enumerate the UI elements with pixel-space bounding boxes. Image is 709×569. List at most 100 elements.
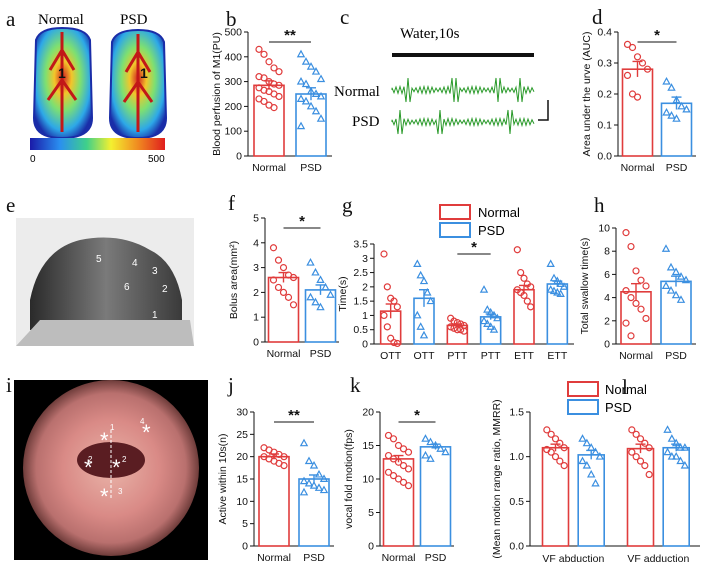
data-point-h-normal bbox=[637, 276, 645, 284]
data-point-k-normal bbox=[384, 468, 393, 476]
bar-k-psd bbox=[419, 446, 452, 547]
data-point-k-psd bbox=[421, 450, 430, 459]
data-point-l-psd bbox=[578, 456, 587, 465]
legend-normal-label: Normal bbox=[478, 205, 520, 220]
y-tick-label-j: 20 bbox=[236, 451, 248, 463]
data-point-d-psd bbox=[667, 111, 676, 119]
data-point-j-psd bbox=[319, 485, 329, 494]
bar-l-normal bbox=[626, 447, 655, 547]
data-point-d-psd bbox=[677, 101, 686, 110]
data-point-b-normal bbox=[275, 92, 283, 101]
data-point-k-normal bbox=[394, 475, 403, 483]
data-point-l-normal bbox=[560, 462, 568, 470]
data-point-d-normal bbox=[633, 93, 642, 101]
emg-trace-psd bbox=[391, 109, 535, 135]
y-tick-label-h: 8 bbox=[604, 246, 610, 258]
data-point-g-psd bbox=[546, 285, 555, 293]
x-tick-label-h: PSD bbox=[665, 350, 687, 362]
data-point-g-normal bbox=[383, 283, 391, 291]
y-tick-label-g: 1 bbox=[362, 310, 368, 322]
y-tick-label-g: 2.5 bbox=[353, 267, 368, 279]
data-point-f-psd bbox=[316, 302, 325, 311]
xray-marker-1: 1 bbox=[152, 310, 158, 321]
data-point-k-normal bbox=[399, 445, 408, 453]
y-tick-label-k: 0 bbox=[368, 541, 374, 553]
xray-marker-3: 3 bbox=[152, 266, 158, 277]
data-point-k-psd bbox=[426, 437, 435, 446]
panel-letter-e: e bbox=[6, 193, 15, 217]
y-axis-label-l: (Mean motion range ratio, MMRR) bbox=[491, 399, 503, 558]
panel-letter-b: b bbox=[226, 7, 237, 31]
data-point-k-normal bbox=[394, 458, 403, 466]
data-point-g-psd bbox=[413, 259, 422, 267]
panel-letter-g: g bbox=[342, 193, 353, 217]
data-point-k-psd bbox=[441, 447, 450, 456]
data-point-g-psd bbox=[479, 316, 489, 325]
data-point-j-psd bbox=[319, 474, 329, 482]
data-point-b-psd bbox=[296, 76, 306, 85]
data-point-b-normal bbox=[260, 74, 268, 82]
data-point-k-normal bbox=[389, 472, 398, 480]
data-point-b-psd bbox=[296, 94, 306, 102]
data-point-f-psd bbox=[306, 292, 315, 301]
stimulus-label: Water,10s bbox=[400, 26, 460, 42]
x-tick-label-g: OTT bbox=[414, 350, 436, 362]
data-point-g-normal bbox=[527, 303, 535, 311]
legend-normal-swatch bbox=[439, 204, 471, 220]
y-tick-label-g: 3.5 bbox=[353, 239, 368, 251]
data-point-g-normal bbox=[383, 323, 391, 331]
significance-mark-j: ** bbox=[288, 407, 300, 424]
y-axis-label-j: Active within 10s(n) bbox=[217, 433, 229, 524]
data-point-l-normal bbox=[636, 435, 645, 443]
data-point-b-psd bbox=[316, 74, 326, 83]
data-point-g-psd bbox=[553, 287, 562, 296]
data-point-g-psd bbox=[483, 305, 492, 313]
xray-rat-body bbox=[30, 237, 182, 330]
data-point-g-normal bbox=[517, 268, 525, 277]
data-point-b-normal bbox=[255, 73, 263, 81]
data-point-g-normal bbox=[390, 338, 398, 347]
legend-psd-label: PSD bbox=[478, 223, 505, 238]
data-point-g-psd bbox=[553, 276, 562, 285]
data-point-l-psd bbox=[667, 434, 677, 442]
data-point-b-psd bbox=[311, 89, 321, 97]
data-point-d-psd bbox=[682, 104, 691, 113]
data-point-d-normal bbox=[633, 53, 642, 61]
data-point-l-psd bbox=[591, 447, 600, 456]
y-tick-label-b: 200 bbox=[224, 101, 242, 113]
data-point-g-normal bbox=[380, 250, 388, 258]
x-tick-label-l: VF adduction bbox=[627, 553, 689, 565]
data-point-f-psd bbox=[311, 297, 320, 306]
y-tick-label-b: 100 bbox=[224, 126, 242, 138]
data-point-b-normal bbox=[270, 80, 278, 88]
endoscopy-asterisk-5: * bbox=[100, 484, 109, 509]
data-point-k-psd bbox=[436, 444, 445, 452]
data-point-b-normal bbox=[275, 68, 283, 76]
data-point-b-normal bbox=[270, 104, 278, 112]
y-tick-label-k: 5 bbox=[368, 507, 374, 519]
data-point-j-psd bbox=[314, 483, 324, 491]
data-point-g-psd bbox=[546, 259, 555, 267]
normal-brain-vessels bbox=[46, 32, 78, 132]
y-tick-label-g: 1.5 bbox=[353, 296, 368, 308]
data-point-l-normal bbox=[556, 439, 564, 447]
data-point-l-psd bbox=[586, 443, 596, 451]
data-point-f-psd bbox=[321, 282, 330, 291]
y-tick-label-j: 15 bbox=[236, 474, 248, 486]
data-point-f-psd bbox=[326, 290, 335, 298]
y-tick-label-b: 500 bbox=[224, 27, 242, 39]
data-point-l-psd bbox=[663, 447, 672, 456]
legend-psd-swatch bbox=[439, 222, 471, 238]
y-tick-label-k: 20 bbox=[362, 407, 374, 419]
data-point-f-psd bbox=[316, 275, 325, 283]
data-point-l-normal bbox=[632, 453, 640, 461]
legend-l-psd-label: PSD bbox=[605, 400, 632, 415]
bar-j-normal bbox=[258, 455, 290, 547]
y-tick-label-f: 0 bbox=[253, 337, 259, 349]
endoscopy-asterisk-3: * bbox=[112, 455, 121, 480]
data-point-b-psd bbox=[316, 91, 326, 100]
data-point-g-psd bbox=[479, 285, 489, 293]
x-tick-label-d: Normal bbox=[621, 162, 655, 174]
data-point-h-psd bbox=[661, 281, 671, 289]
data-point-h-normal bbox=[627, 332, 635, 340]
